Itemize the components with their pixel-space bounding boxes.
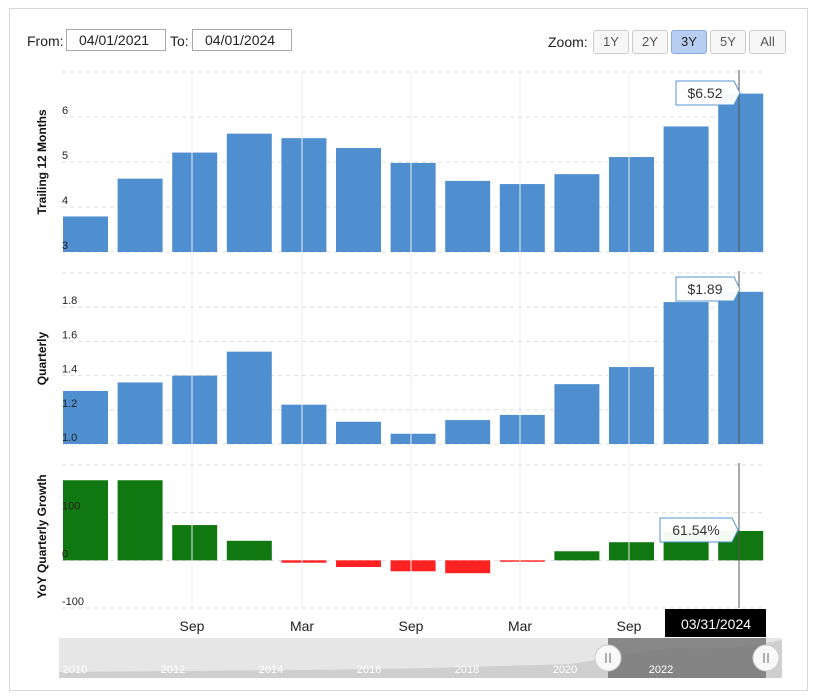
bar[interactable]	[281, 560, 327, 563]
zoom-all-button[interactable]: All	[749, 30, 786, 54]
bar[interactable]	[172, 375, 218, 444]
bar[interactable]	[445, 420, 491, 444]
bar[interactable]	[390, 162, 436, 252]
navigator-year-label: 2012	[161, 664, 185, 676]
x-tick-label: Mar	[290, 618, 314, 634]
bar[interactable]	[554, 551, 600, 561]
y-tick-label: 1.8	[62, 295, 77, 307]
bar[interactable]	[336, 560, 381, 568]
bar[interactable]	[663, 302, 709, 444]
range-navigator[interactable]: 2010 2012 2014 2016 2018 2020 2022	[59, 638, 782, 678]
bar[interactable]	[499, 560, 545, 562]
bar[interactable]	[281, 138, 327, 252]
bar[interactable]	[499, 184, 545, 252]
to-date-input[interactable]: 04/01/2024	[192, 29, 292, 51]
bar[interactable]	[281, 404, 327, 444]
from-date-input[interactable]: 04/01/2021	[66, 29, 166, 51]
bar[interactable]	[609, 367, 654, 444]
panel-trailing-12-months: 3 4 5 6 Trailing 12 Months	[35, 70, 764, 253]
x-tick-label: Sep	[399, 618, 424, 634]
panel-quarterly: 1.0 1.2 1.4 1.6 1.8 Quarterly	[35, 271, 764, 445]
bar[interactable]	[117, 178, 163, 252]
bar[interactable]	[663, 126, 709, 252]
bar[interactable]	[390, 560, 436, 572]
bar[interactable]	[63, 390, 108, 444]
y-tick-label: 6	[62, 105, 68, 117]
bar[interactable]	[336, 148, 381, 252]
tooltip-value: 61.54%	[672, 522, 719, 538]
bar[interactable]	[609, 157, 654, 252]
navigator-year-label: 2022	[649, 664, 673, 676]
tooltip-value: $1.89	[687, 281, 722, 297]
navigator-year-label: 2018	[455, 664, 479, 676]
bar[interactable]	[172, 525, 218, 561]
bar[interactable]	[117, 480, 163, 561]
value-tooltip: $1.89	[675, 276, 741, 302]
bar[interactable]	[63, 216, 108, 252]
bar[interactable]	[609, 542, 654, 561]
y-tick-label: 1.4	[62, 364, 77, 376]
navigator-year-label: 2014	[259, 664, 283, 676]
to-label: To:	[170, 33, 189, 49]
bar[interactable]	[336, 421, 381, 444]
tooltip-value: $6.52	[687, 85, 722, 101]
navigator-handle[interactable]	[752, 644, 780, 672]
navigator-year-label: 2010	[63, 664, 87, 676]
x-tick-label: Mar	[508, 618, 532, 634]
navigator-year-label: 2020	[553, 664, 577, 676]
crosshair-date-label: 03/31/2024	[665, 609, 766, 637]
from-label: From:	[27, 33, 64, 49]
panel-title: Quarterly	[35, 331, 49, 385]
bar[interactable]	[499, 414, 545, 444]
chart-frame	[9, 8, 808, 691]
bar[interactable]	[554, 384, 600, 444]
y-tick-label: -100	[62, 596, 84, 608]
zoom-2y-button[interactable]: 2Y	[632, 30, 668, 54]
panel-yoy-growth: -100 0 100 YoY Quarterly Growth	[35, 463, 764, 609]
bar[interactable]	[554, 174, 600, 252]
bar[interactable]	[226, 540, 272, 561]
y-tick-label: 5	[62, 150, 68, 162]
value-tooltip: $6.52	[675, 80, 741, 106]
bar[interactable]	[117, 382, 163, 444]
bar[interactable]	[172, 152, 218, 252]
zoom-3y-button[interactable]: 3Y	[671, 30, 707, 54]
zoom-1y-button[interactable]: 1Y	[593, 30, 629, 54]
navigator-handle[interactable]	[594, 644, 622, 672]
y-tick-label: 1.6	[62, 329, 77, 341]
zoom-5y-button[interactable]: 5Y	[710, 30, 746, 54]
y-tick-label: 1.0	[62, 432, 77, 444]
bar[interactable]	[226, 133, 272, 252]
svg-text:03/31/2024: 03/31/2024	[681, 616, 751, 632]
x-tick-label: Sep	[617, 618, 642, 634]
bar[interactable]	[445, 180, 491, 252]
y-tick-label: 1.2	[62, 398, 77, 410]
bar[interactable]	[718, 93, 764, 252]
bar[interactable]	[718, 291, 764, 444]
y-tick-label: 0	[62, 548, 68, 560]
panel-title: YoY Quarterly Growth	[35, 474, 49, 598]
navigator-selection[interactable]	[608, 638, 766, 678]
bar[interactable]	[63, 480, 108, 561]
navigator-year-label: 2016	[357, 664, 381, 676]
bar[interactable]	[390, 433, 436, 444]
panel-title: Trailing 12 Months	[35, 109, 49, 215]
value-tooltip: 61.54%	[659, 517, 739, 543]
y-tick-label: 3	[62, 240, 68, 252]
bar[interactable]	[226, 351, 272, 444]
x-tick-label: Sep	[180, 618, 205, 634]
zoom-label: Zoom:	[548, 34, 588, 50]
y-tick-label: 4	[62, 195, 68, 207]
bar[interactable]	[445, 560, 491, 574]
y-tick-label: 100	[62, 501, 80, 513]
